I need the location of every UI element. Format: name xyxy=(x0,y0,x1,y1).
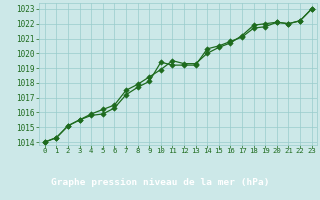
Text: Graphe pression niveau de la mer (hPa): Graphe pression niveau de la mer (hPa) xyxy=(51,178,269,187)
